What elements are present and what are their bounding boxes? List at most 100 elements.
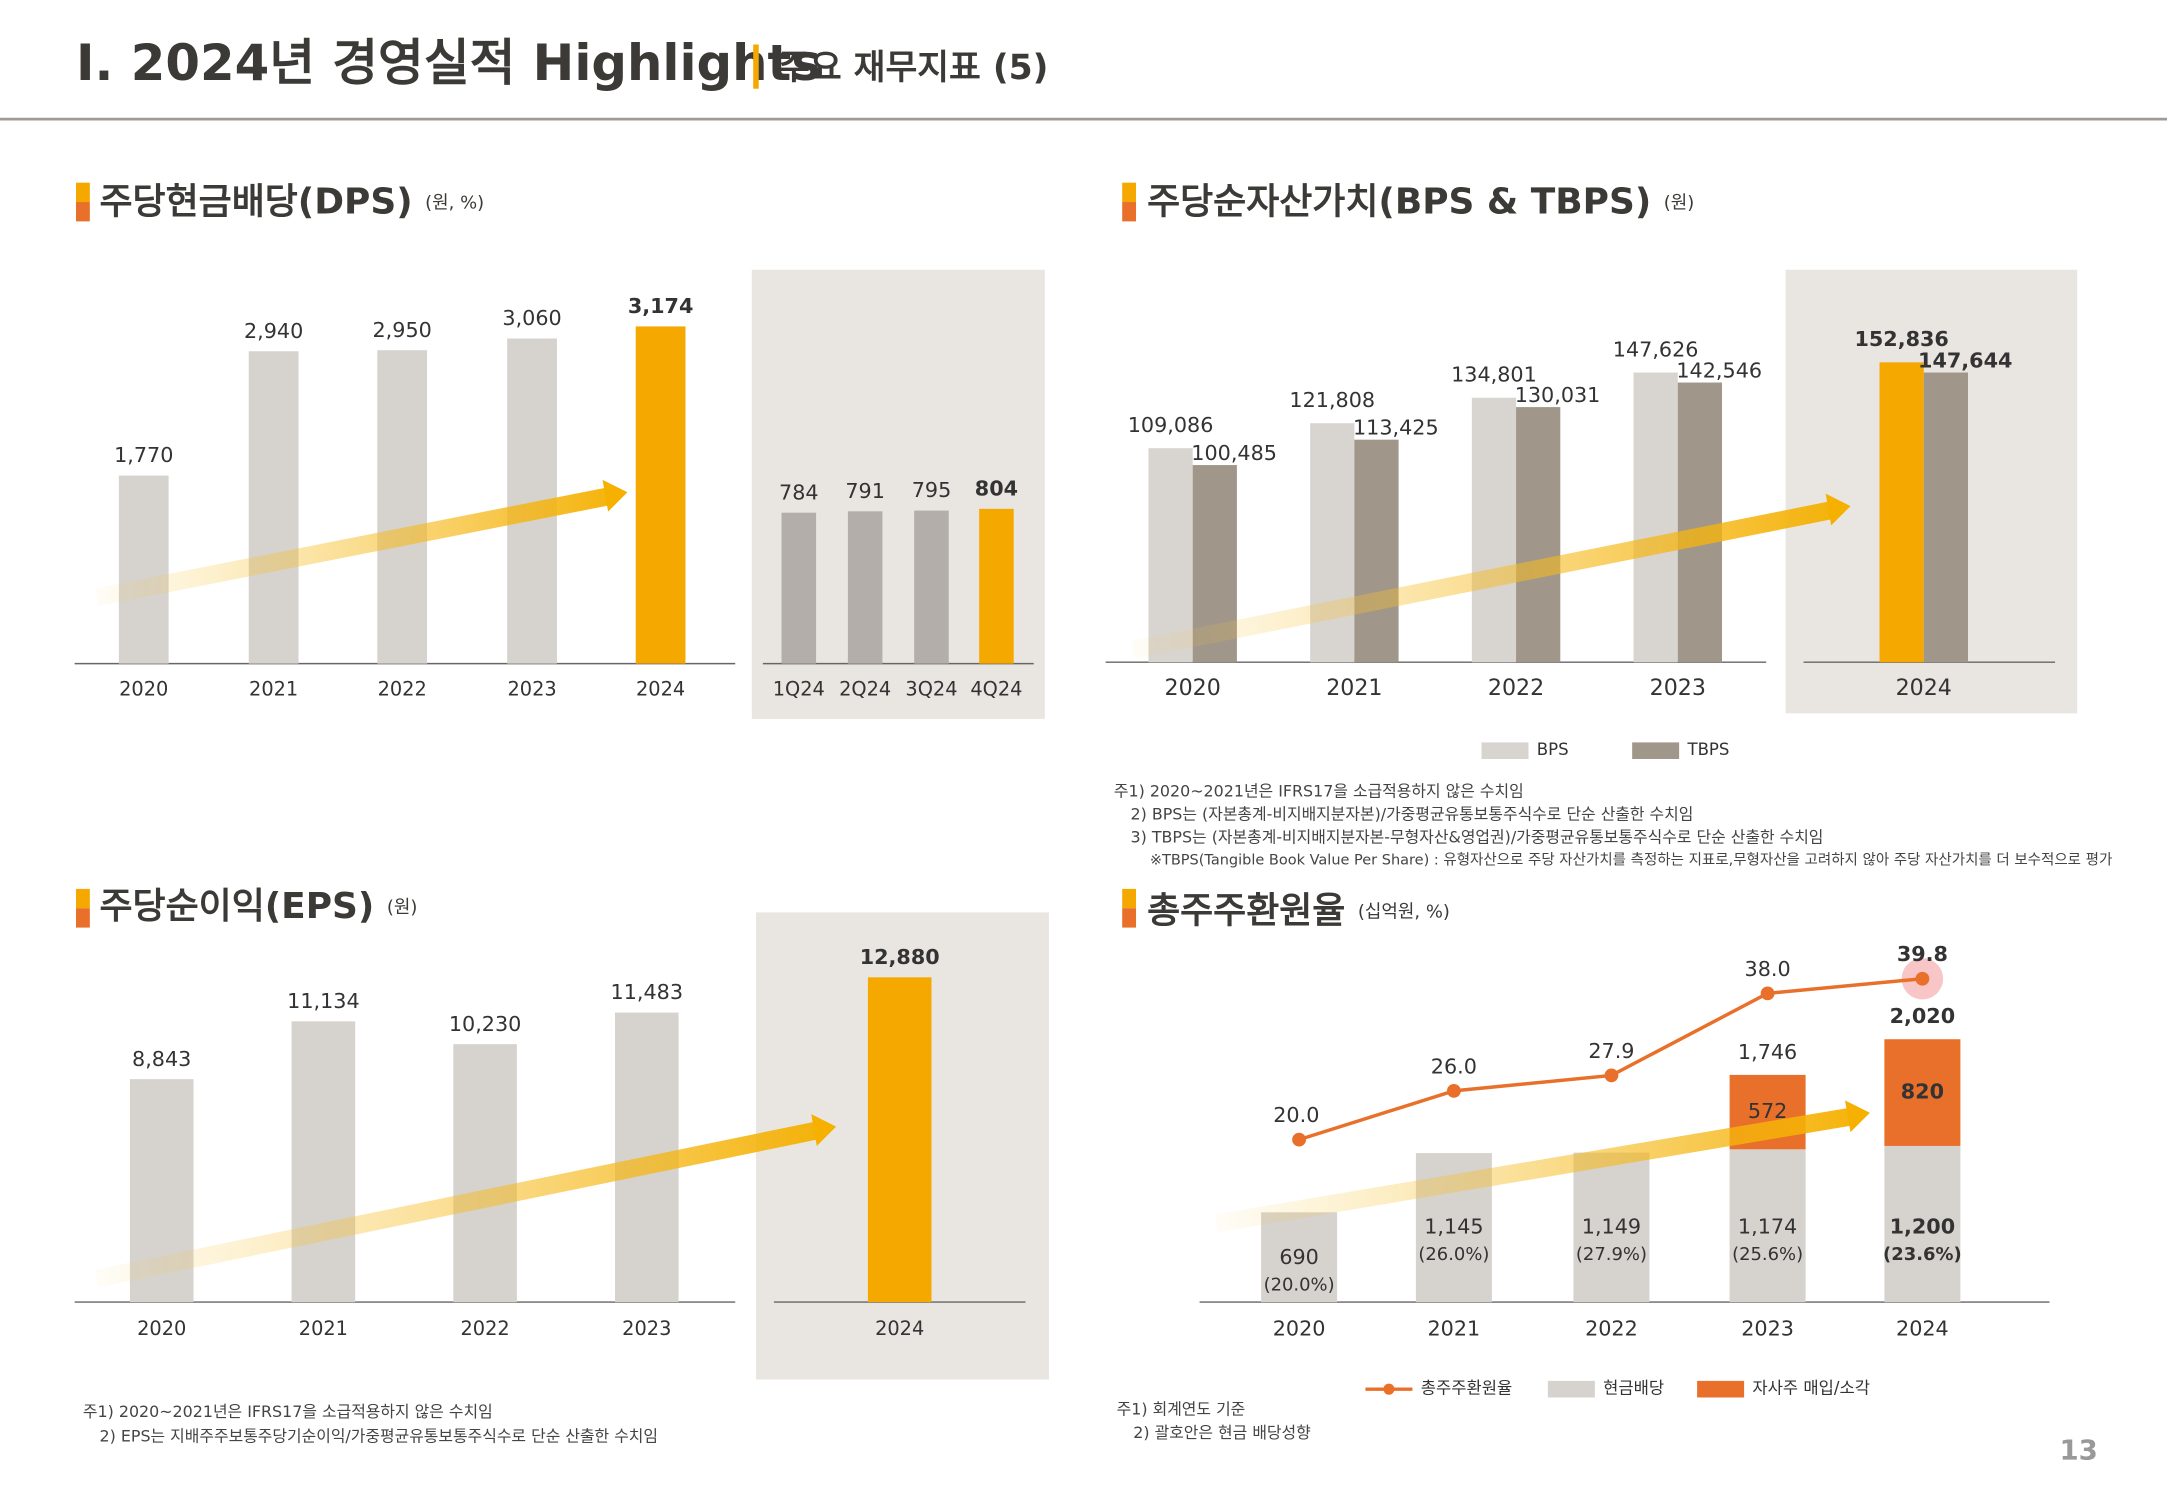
value-label: 572 bbox=[1748, 1099, 1788, 1123]
line-value-label: 20.0 bbox=[1273, 1103, 1319, 1127]
value-label: 804 bbox=[975, 476, 1018, 500]
bar bbox=[1677, 382, 1722, 663]
x-tick-label: 2Q24 bbox=[839, 677, 891, 700]
x-tick-label: 2024 bbox=[875, 1317, 924, 1340]
x-tick-label: 2023 bbox=[507, 677, 556, 700]
trend-arrows bbox=[94, 479, 1870, 1288]
bar bbox=[1884, 1039, 1961, 1146]
chart-title: 주당현금배당(DPS) (원, %) bbox=[100, 181, 485, 222]
line-point bbox=[1915, 971, 1930, 986]
line-point bbox=[1292, 1132, 1307, 1147]
chart-unit: (십억원, %) bbox=[1358, 901, 1450, 922]
x-tick-label: 2023 bbox=[622, 1317, 671, 1340]
value-label: 795 bbox=[912, 478, 952, 502]
value-label: 11,483 bbox=[611, 980, 684, 1004]
bar bbox=[1633, 372, 1678, 663]
value-label: 100,485 bbox=[1191, 441, 1277, 465]
footnote: ※TBPS(Tangible Book Value Per Share) : 유… bbox=[1150, 852, 2112, 869]
bar bbox=[979, 508, 1014, 664]
value-label: 130,031 bbox=[1515, 383, 1601, 407]
bar bbox=[914, 510, 949, 664]
x-tick-label: 2023 bbox=[1650, 675, 1706, 701]
bar bbox=[1729, 1149, 1806, 1303]
x-tick-label: 2021 bbox=[249, 677, 298, 700]
line-point bbox=[1760, 986, 1775, 1001]
x-tick-label: 2023 bbox=[1741, 1317, 1794, 1341]
payout-label: (20.0%) bbox=[1264, 1275, 1335, 1296]
bar bbox=[1310, 423, 1355, 663]
value-label: 113,425 bbox=[1353, 416, 1439, 440]
x-tick-label: 2020 bbox=[137, 1317, 186, 1340]
x-tick-label: 4Q24 bbox=[970, 677, 1022, 700]
value-label: 1,145 bbox=[1424, 1214, 1483, 1238]
chart-title: 총주주환원율 (십억원, %) bbox=[1147, 890, 1450, 931]
bar bbox=[1516, 407, 1561, 663]
value-label: 820 bbox=[1901, 1080, 1944, 1104]
chart-title: 주당순이익(EPS) (원) bbox=[100, 886, 418, 927]
x-tick-label: 2024 bbox=[636, 677, 685, 700]
footnote: 주1) 회계연도 기준 bbox=[1117, 1399, 1246, 1418]
section-marker bbox=[1122, 888, 1137, 928]
value-label: 109,086 bbox=[1128, 413, 1214, 437]
payout-label: (26.0%) bbox=[1418, 1244, 1489, 1265]
chart-unit: (원, %) bbox=[425, 192, 484, 213]
value-label: 152,836 bbox=[1854, 327, 1948, 351]
value-label: 3,060 bbox=[502, 306, 561, 330]
x-tick-label: 2021 bbox=[1326, 675, 1382, 701]
payout-label: (25.6%) bbox=[1732, 1244, 1803, 1265]
legend-label: 자사주 매입/소각 bbox=[1752, 1379, 1870, 1398]
x-tick-label: 2024 bbox=[1896, 675, 1952, 701]
total-label: 2,020 bbox=[1890, 1004, 1956, 1028]
legend-swatch bbox=[1697, 1380, 1745, 1398]
value-label: 121,808 bbox=[1289, 388, 1375, 412]
legend-label: 총주주환원율 bbox=[1421, 1379, 1513, 1398]
bar bbox=[118, 475, 169, 664]
x-tick-label: 2022 bbox=[378, 677, 427, 700]
value-label: 3,174 bbox=[628, 294, 694, 318]
x-tick-label: 3Q24 bbox=[905, 677, 957, 700]
legend-label: TBPS bbox=[1686, 740, 1729, 759]
bar bbox=[291, 1021, 356, 1303]
legend-swatch bbox=[1481, 742, 1529, 759]
x-tick-label: 2022 bbox=[460, 1317, 509, 1340]
bar bbox=[1261, 1212, 1338, 1303]
value-label: 147,644 bbox=[1918, 348, 2012, 372]
chart-marks bbox=[118, 326, 1968, 1398]
bar bbox=[453, 1044, 517, 1303]
line-point bbox=[1604, 1068, 1619, 1083]
x-tick-label: 2021 bbox=[299, 1317, 348, 1340]
line-value-label: 26.0 bbox=[1431, 1054, 1477, 1078]
bar bbox=[635, 326, 686, 664]
x-tick-label: 2020 bbox=[1165, 675, 1221, 701]
value-label: 2,950 bbox=[373, 318, 432, 342]
footnote: 2) BPS는 (자본총계-비지배지분자본)/가중평균유통보통주식수로 단순 산… bbox=[1130, 804, 1693, 823]
payout-label: (23.6%) bbox=[1883, 1244, 1962, 1265]
page-subtitle: 주요 재무지표 (5) bbox=[778, 48, 1048, 88]
value-label: 1,149 bbox=[1582, 1214, 1641, 1238]
bar bbox=[867, 977, 932, 1303]
value-label: 142,546 bbox=[1676, 358, 1762, 382]
value-label: 791 bbox=[845, 479, 885, 503]
value-label: 11,134 bbox=[287, 989, 360, 1013]
line-value-label: 27.9 bbox=[1588, 1039, 1634, 1063]
value-label: 10,230 bbox=[449, 1012, 522, 1036]
value-label: 784 bbox=[779, 480, 819, 504]
bar bbox=[1884, 1145, 1961, 1303]
x-tick-label: 2020 bbox=[1273, 1317, 1326, 1341]
x-tick-label: 1Q24 bbox=[773, 677, 825, 700]
bar bbox=[248, 351, 299, 664]
chart-title-text: 주당현금배당(DPS) bbox=[100, 181, 413, 222]
value-label: 8,843 bbox=[132, 1047, 191, 1071]
x-tick-label: 2024 bbox=[1896, 1317, 1949, 1341]
line-value-label: 39.8 bbox=[1897, 942, 1948, 966]
value-label: 2,940 bbox=[244, 319, 303, 343]
footnote: 주1) 2020~2021년은 IFRS17을 소급적용하지 않은 수치임 bbox=[1114, 782, 1524, 801]
bar bbox=[1923, 372, 1968, 663]
bar bbox=[1471, 397, 1517, 663]
x-tick-label: 2022 bbox=[1585, 1317, 1638, 1341]
footnote: 3) TBPS는 (자본총계-비지배지분자본-무형자산&영업권)/가중평균유통보… bbox=[1130, 827, 1823, 846]
value-label: 12,880 bbox=[860, 945, 940, 969]
chart-unit: (원) bbox=[1664, 192, 1695, 213]
